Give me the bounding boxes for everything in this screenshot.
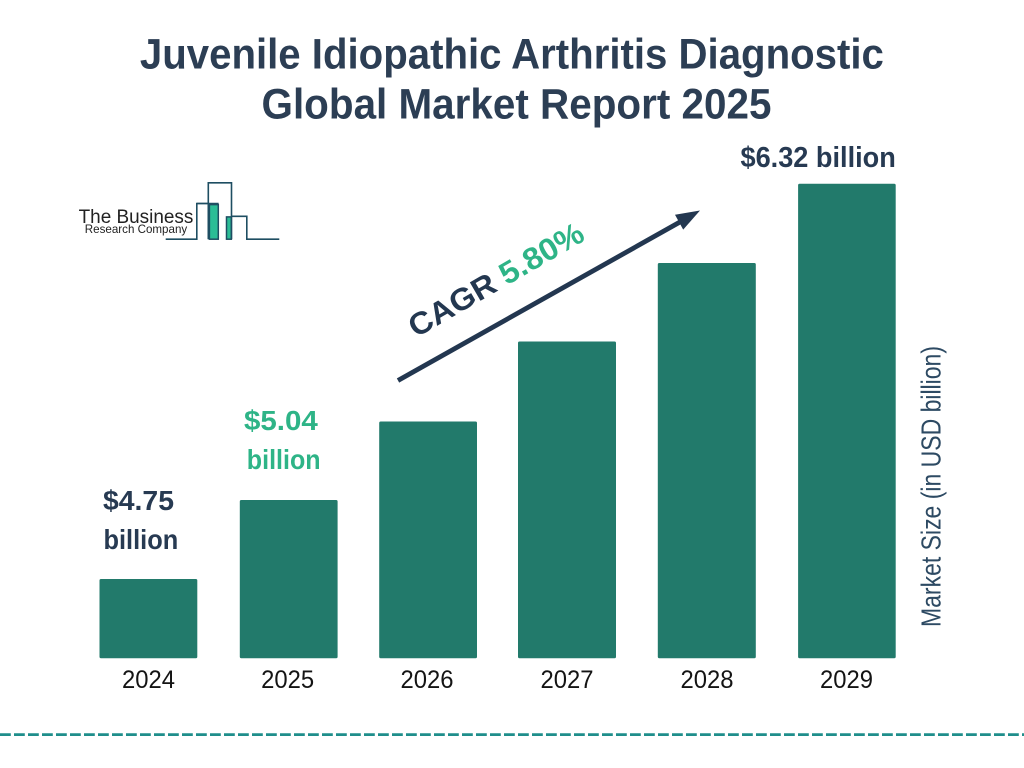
- svg-text:Juvenile Idiopathic Arthritis: Juvenile Idiopathic Arthritis Diagnostic: [140, 31, 884, 79]
- svg-text:2027: 2027: [541, 666, 594, 694]
- svg-text:2028: 2028: [681, 666, 734, 694]
- svg-text:2026: 2026: [401, 666, 454, 694]
- svg-text:$4.75: $4.75: [103, 485, 174, 516]
- svg-text:billion: billion: [247, 444, 321, 475]
- svg-text:2024: 2024: [122, 666, 175, 694]
- svg-text:$5.04: $5.04: [244, 405, 318, 436]
- svg-text:Market Size (in USD billion): Market Size (in USD billion): [916, 346, 947, 627]
- svg-text:The Business: The Business: [79, 207, 194, 228]
- svg-text:Research Company: Research Company: [85, 222, 187, 236]
- svg-text:billion: billion: [104, 524, 179, 555]
- svg-text:2029: 2029: [820, 666, 873, 694]
- svg-text:$6.32 billion: $6.32 billion: [741, 142, 896, 174]
- svg-text:Global Market Report 2025: Global Market Report 2025: [262, 81, 772, 129]
- svg-text:2025: 2025: [261, 666, 314, 694]
